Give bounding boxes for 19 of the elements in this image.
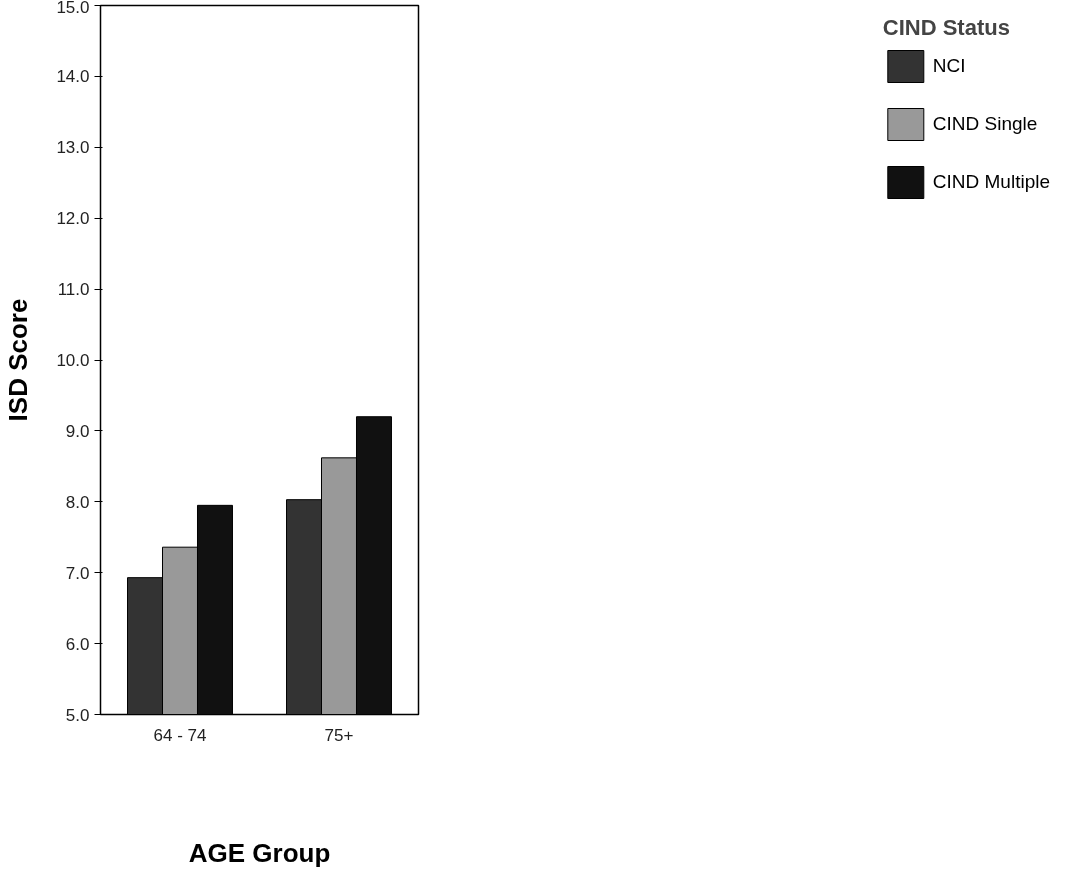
y-tick-label: 8.0 <box>65 492 90 512</box>
x-axis-title: AGE Group <box>188 837 331 868</box>
y-axis-title: ISD Score <box>3 298 34 422</box>
y-tick-label: 15.0 <box>56 0 90 17</box>
x-tick-label: 75+ <box>324 725 354 745</box>
legend-label: CIND Single <box>932 113 1038 135</box>
y-tick-label: 10.0 <box>56 351 90 370</box>
y-tick-label: 9.0 <box>65 421 90 441</box>
x-tick-label: 64 - 74 <box>153 725 207 745</box>
legend-label: CIND Multiple <box>932 171 1050 193</box>
y-tick-label: 14.0 <box>56 67 90 87</box>
y-tick-label: 6.0 <box>65 634 90 654</box>
legend-title: CIND Status <box>882 15 1011 41</box>
y-tick-label: 13.0 <box>56 138 90 158</box>
y-tick-label: 5.0 <box>65 705 90 725</box>
y-tick-label: 11.0 <box>57 280 90 300</box>
y-tick-label: 12.0 <box>56 209 90 229</box>
legend-label: NCI <box>932 55 966 77</box>
y-tick-label: 7.0 <box>65 563 90 583</box>
